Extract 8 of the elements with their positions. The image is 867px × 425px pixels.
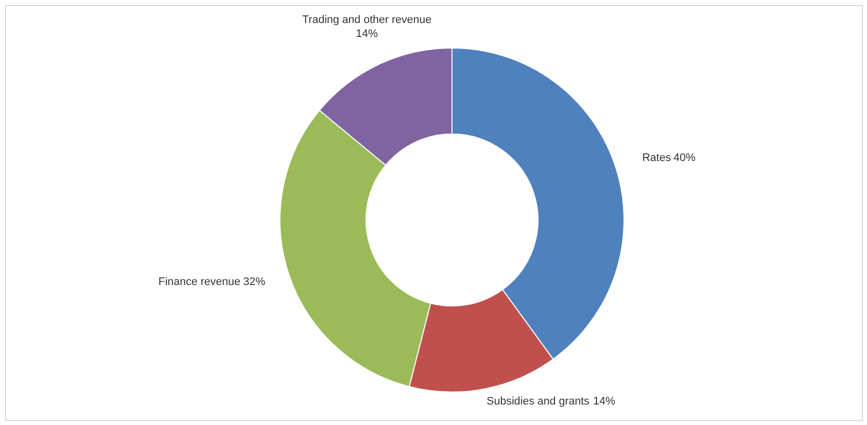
data-label: 14% [356,28,378,40]
data-label: 32% [243,276,266,288]
slice-label: Finance revenue [158,276,240,288]
slice-label: Trading and other revenue [302,14,432,26]
slice-label: Subsidies and grants [486,396,590,408]
slice-label: Rates [642,152,672,164]
data-label: 40% [673,152,696,164]
data-label: 14% [593,396,616,408]
